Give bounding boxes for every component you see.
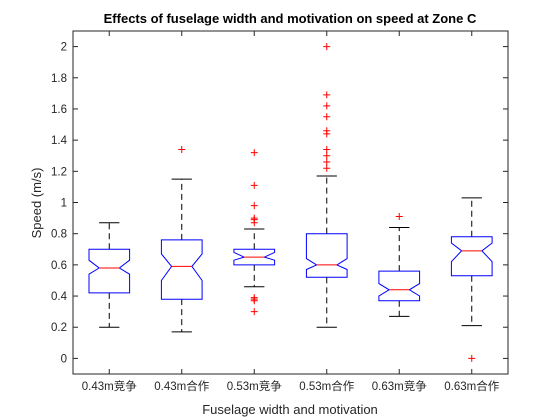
plot-area: 0 0.2 0.4 0.6 0.8 1 1.2 1.4 1.6 1.8 2 0.43m竞争 0.43m合…	[51, 30, 509, 393]
outlier-point	[323, 152, 331, 160]
outlier-point	[323, 91, 331, 99]
notched-box	[160, 239, 203, 300]
outlier-point	[178, 145, 186, 153]
outlier-point	[395, 213, 403, 221]
outlier-point	[250, 308, 258, 316]
y-tick-label: 1.2	[51, 166, 67, 178]
y-tick-label: 1.6	[51, 104, 67, 116]
x-tick-label: 0.53m竞争	[227, 379, 282, 393]
outlier-point	[250, 294, 258, 302]
x-tick-label: 0.53m合作	[299, 379, 354, 393]
notched-box	[305, 233, 348, 278]
outlier-point	[323, 102, 331, 110]
y-tick-label: 1.4	[51, 135, 68, 147]
y-tick-label: 0.6	[51, 260, 67, 272]
outlier-point	[250, 149, 258, 157]
outlier-point	[323, 127, 331, 135]
outlier-point	[250, 181, 258, 189]
outlier-point	[250, 214, 258, 222]
x-tick-label: 0.63m竞争	[372, 379, 427, 393]
y-tick-label: 1	[61, 198, 67, 210]
notched-box	[450, 236, 493, 277]
x-axis-label: Fuselage width and motivation	[202, 402, 378, 417]
outlier-point	[323, 164, 331, 172]
notched-box	[88, 248, 131, 294]
notched-box	[378, 270, 421, 302]
outlier-point	[250, 202, 258, 210]
y-axis-label: Speed (m/s)	[29, 168, 44, 239]
y-tick-label: 2	[61, 42, 67, 54]
y-tick-label: 0.2	[51, 322, 67, 334]
outlier-point	[323, 113, 331, 121]
x-tick-label: 0.43m竞争	[82, 379, 137, 393]
x-tick-label: 0.63m合作	[444, 379, 499, 393]
outlier-point	[323, 145, 331, 153]
y-tick-label: 0.4	[51, 291, 68, 303]
x-tick-label: 0.43m合作	[154, 379, 209, 393]
y-tick-label: 0.8	[51, 229, 67, 241]
y-tick-label: 0	[61, 353, 67, 365]
outlier-point	[468, 354, 476, 362]
chart-title: Effects of fuselage width and motivation…	[104, 11, 477, 26]
outlier-point	[323, 158, 331, 166]
outlier-point	[323, 43, 331, 51]
notched-box	[233, 248, 276, 266]
y-tick-label: 1.8	[51, 73, 67, 85]
